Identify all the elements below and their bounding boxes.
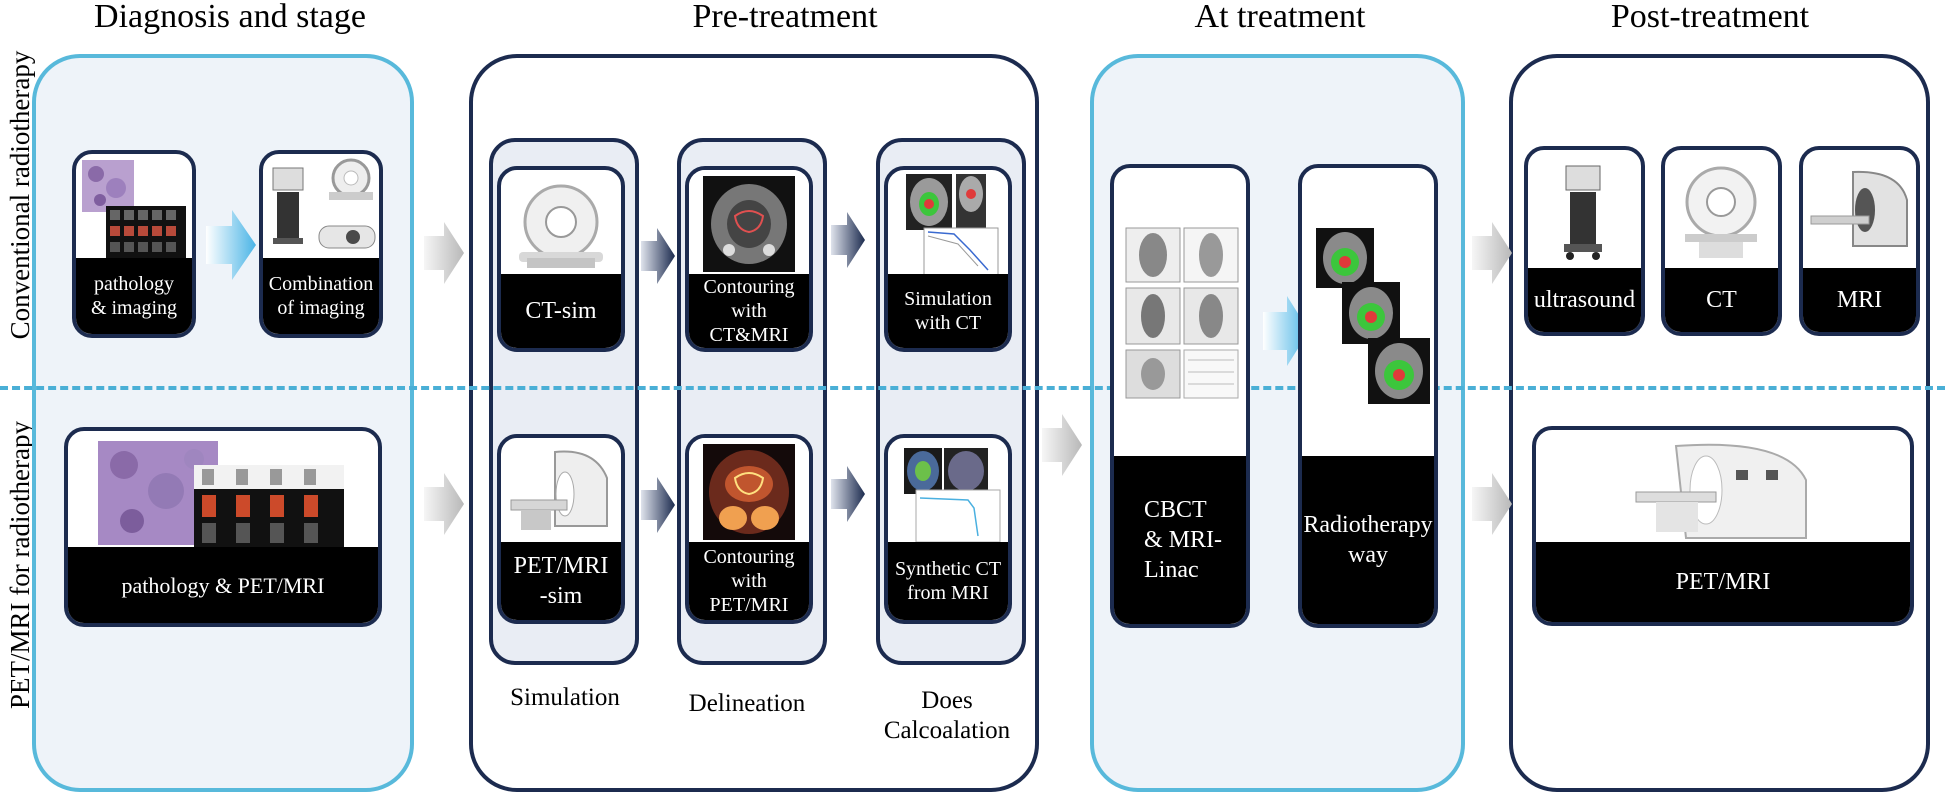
caption-simulation: Simulation bbox=[510, 684, 620, 711]
synthetic-ct-image bbox=[888, 438, 1008, 546]
petmri-sim-image bbox=[501, 438, 621, 546]
title-pre-treatment: Pre-treatment bbox=[692, 0, 878, 35]
label-ct: CT bbox=[1665, 268, 1778, 332]
label-contouring-ctmri: Contouring with CT&MRI bbox=[689, 274, 809, 348]
row-label-conventional: Conventional radiotherapy bbox=[5, 50, 35, 340]
label-pathology-imaging: pathology & imaging bbox=[76, 258, 192, 334]
label-mri: MRI bbox=[1803, 268, 1916, 332]
ct-image bbox=[1665, 150, 1778, 268]
row-label-petmri: PET/MRI for radiotherapy bbox=[5, 421, 35, 709]
card-synthetic-ct: Synthetic CT from MRI bbox=[884, 434, 1012, 624]
combination-imaging-image bbox=[263, 154, 379, 262]
card-ct-sim: CT-sim bbox=[497, 166, 625, 352]
card-cbct-mri-linac: CBCT & MRI- Linac bbox=[1110, 164, 1250, 628]
arrow-to-pretreatment-petmri bbox=[424, 473, 464, 535]
arrow-delineation-to-dose-petmri bbox=[831, 466, 865, 522]
contouring-ctmri-image bbox=[689, 170, 809, 278]
label-combination-imaging: Combination of imaging bbox=[263, 258, 379, 334]
pathology-petmri-image bbox=[68, 431, 378, 555]
arrow-diagnosis-conventional bbox=[206, 210, 256, 280]
label-ct-sim: CT-sim bbox=[501, 274, 621, 348]
title-diagnosis-and-stage: Diagnosis and stage bbox=[94, 0, 366, 35]
arrow-to-at-treatment bbox=[1042, 414, 1082, 476]
label-ultrasound: ultrasound bbox=[1528, 268, 1641, 332]
card-ct: CT bbox=[1661, 146, 1782, 336]
card-combination-imaging: Combination of imaging bbox=[259, 150, 383, 338]
card-pathology-imaging: pathology & imaging bbox=[72, 150, 196, 338]
label-radiotherapy-way: Radiotherapy way bbox=[1302, 456, 1434, 624]
arrow-sim-to-delineation-conventional bbox=[641, 228, 675, 284]
arrow-delineation-to-dose-conventional bbox=[831, 212, 865, 268]
pathology-imaging-image bbox=[76, 154, 192, 262]
card-pathology-petmri: pathology & PET/MRI bbox=[64, 427, 382, 627]
title-post-treatment: Post-treatment bbox=[1610, 0, 1810, 35]
card-radiotherapy-way: Radiotherapy way bbox=[1298, 164, 1438, 628]
card-petmri-sim: PET/MRI -sim bbox=[497, 434, 625, 624]
label-synthetic-ct: Synthetic CT from MRI bbox=[888, 542, 1008, 620]
simulation-ct-image bbox=[888, 170, 1008, 278]
label-pathology-petmri: pathology & PET/MRI bbox=[68, 547, 378, 623]
card-simulation-ct: Simulation with CT bbox=[884, 166, 1012, 352]
mri-image bbox=[1803, 150, 1916, 268]
card-mri: MRI bbox=[1799, 146, 1920, 336]
arrow-to-post-treatment-conventional bbox=[1472, 222, 1512, 284]
radiotherapy-image bbox=[1302, 168, 1434, 464]
card-post-petmri: PET/MRI bbox=[1532, 426, 1914, 626]
label-petmri-sim: PET/MRI -sim bbox=[501, 542, 621, 620]
label-contouring-petmri: Contouring with PET/MRI bbox=[689, 542, 809, 620]
arrow-to-pretreatment-conventional bbox=[424, 222, 464, 284]
arrow-sim-to-delineation-petmri bbox=[641, 477, 675, 533]
label-cbct-mri-linac: CBCT & MRI- Linac bbox=[1114, 456, 1246, 624]
caption-dose-calculation: Does Calcoalation bbox=[883, 687, 1011, 744]
card-contouring-ctmri: Contouring with CT&MRI bbox=[685, 166, 813, 352]
caption-delineation: Delineation bbox=[688, 690, 806, 717]
row-divider bbox=[0, 386, 1945, 390]
card-ultrasound: ultrasound bbox=[1524, 146, 1645, 336]
ultrasound-image bbox=[1528, 150, 1641, 268]
label-simulation-ct: Simulation with CT bbox=[888, 274, 1008, 348]
arrow-to-post-treatment-petmri bbox=[1472, 473, 1512, 535]
title-at-treatment: At treatment bbox=[1194, 0, 1366, 35]
post-petmri-image bbox=[1536, 430, 1910, 550]
ct-scanner-image bbox=[501, 170, 621, 278]
arrow-cbct-to-radiotherapy bbox=[1263, 296, 1309, 366]
label-post-petmri: PET/MRI bbox=[1536, 542, 1910, 622]
contouring-petmri-image bbox=[689, 438, 809, 546]
cbct-image bbox=[1114, 168, 1246, 464]
card-contouring-petmri: Contouring with PET/MRI bbox=[685, 434, 813, 624]
